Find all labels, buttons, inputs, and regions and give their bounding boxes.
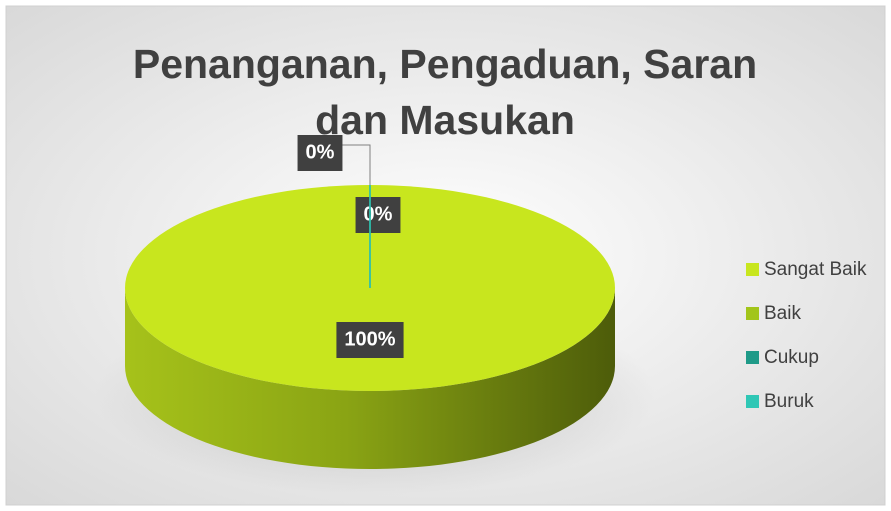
pie-side [125,288,615,469]
data-label: 0% [306,141,335,163]
legend-swatch [746,307,759,320]
data-label: 0% [364,203,393,225]
data-label-box [355,197,401,233]
legend-label: Buruk [764,391,814,412]
legend-label: Sangat Baik [764,259,867,280]
legend-label: Baik [764,303,801,324]
data-label-box [336,322,404,358]
legend-label: Cukup [764,347,819,368]
legend-swatch [746,351,759,364]
legend-swatch [746,263,759,276]
data-label: 100% [344,328,395,350]
data-label-box [297,135,343,171]
legend-swatch [746,395,759,408]
leader-line [338,144,371,185]
chart-title: Penanganan, Pengaduan, Saran dan Masukan [132,41,758,143]
